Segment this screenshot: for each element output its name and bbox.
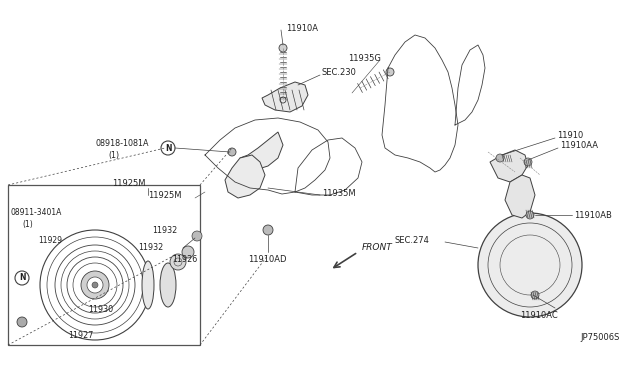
Text: 11910AD: 11910AD — [248, 256, 287, 264]
Text: JP75006S: JP75006S — [580, 334, 620, 343]
Text: N: N — [164, 144, 172, 153]
Text: SEC.274: SEC.274 — [395, 235, 430, 244]
Circle shape — [386, 68, 394, 76]
Text: 11926: 11926 — [172, 256, 197, 264]
Text: 08911-3401A: 08911-3401A — [10, 208, 61, 217]
Text: 11910AB: 11910AB — [574, 211, 612, 219]
Text: (1): (1) — [108, 151, 119, 160]
Text: 08918-1081A: 08918-1081A — [95, 138, 148, 148]
Text: 11910AA: 11910AA — [560, 141, 598, 150]
Circle shape — [263, 225, 273, 235]
Circle shape — [524, 158, 532, 166]
Text: 11929: 11929 — [38, 235, 62, 244]
Circle shape — [531, 291, 539, 299]
Text: SEC.230: SEC.230 — [322, 67, 357, 77]
Text: (1): (1) — [22, 219, 33, 228]
Polygon shape — [240, 132, 283, 170]
Text: 11910: 11910 — [557, 131, 583, 140]
Text: 11910AC: 11910AC — [520, 311, 557, 320]
Circle shape — [228, 148, 236, 156]
Ellipse shape — [142, 261, 154, 309]
Circle shape — [279, 44, 287, 52]
FancyBboxPatch shape — [8, 185, 200, 345]
Circle shape — [192, 231, 202, 241]
Text: 11930: 11930 — [88, 305, 113, 314]
Polygon shape — [505, 175, 535, 218]
Text: 11925M: 11925M — [148, 190, 182, 199]
Text: 11910A: 11910A — [286, 23, 318, 32]
Text: 11935G: 11935G — [348, 54, 381, 62]
Text: N: N — [19, 273, 25, 282]
Circle shape — [81, 271, 109, 299]
Text: 11932: 11932 — [152, 225, 177, 234]
Circle shape — [92, 282, 98, 288]
Text: 11925M: 11925M — [112, 179, 145, 187]
Circle shape — [170, 254, 186, 270]
Circle shape — [526, 211, 534, 219]
Circle shape — [478, 213, 582, 317]
Ellipse shape — [160, 263, 176, 307]
Text: 11935M: 11935M — [322, 189, 356, 198]
Text: FRONT: FRONT — [362, 244, 393, 253]
Text: 11932: 11932 — [138, 244, 163, 253]
Circle shape — [17, 317, 27, 327]
Circle shape — [182, 246, 194, 258]
Text: 11927: 11927 — [68, 330, 93, 340]
Polygon shape — [225, 155, 265, 198]
Circle shape — [496, 154, 504, 162]
Polygon shape — [490, 150, 528, 182]
Circle shape — [87, 277, 103, 293]
Polygon shape — [262, 82, 308, 112]
